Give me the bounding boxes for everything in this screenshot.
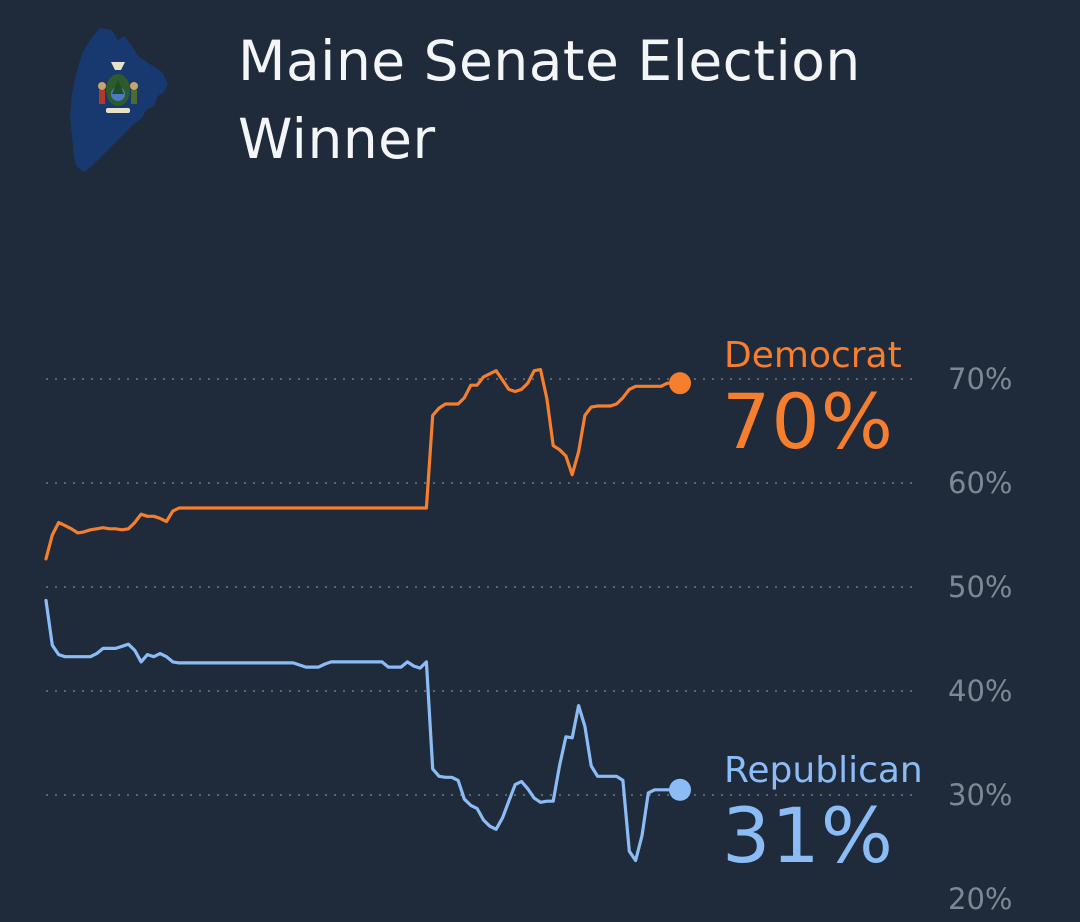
chart-title: Maine Senate Election Winner — [238, 29, 861, 171]
democrat-series-label: Democrat — [724, 335, 902, 376]
y-tick-label: 60% — [948, 466, 1012, 500]
republican-final-value: 31% — [722, 791, 894, 880]
y-axis-ticks: 70% 60% 50% 40% 30% 20% — [948, 362, 1012, 916]
y-tick-label: 20% — [948, 882, 1012, 916]
republican-series-line — [44, 598, 682, 863]
democrat-end-point — [669, 372, 691, 395]
y-tick-label: 40% — [948, 674, 1012, 708]
republican-end-point — [669, 778, 691, 801]
y-tick-label: 70% — [948, 362, 1012, 396]
y-tick-label: 30% — [948, 778, 1012, 812]
republican-series-label: Republican — [724, 750, 923, 791]
maine-state-flag-icon — [70, 28, 168, 172]
democrat-series-line — [44, 368, 682, 561]
chart-series — [44, 368, 691, 863]
y-tick-label: 50% — [948, 570, 1012, 604]
democrat-final-value: 70% — [722, 377, 894, 466]
